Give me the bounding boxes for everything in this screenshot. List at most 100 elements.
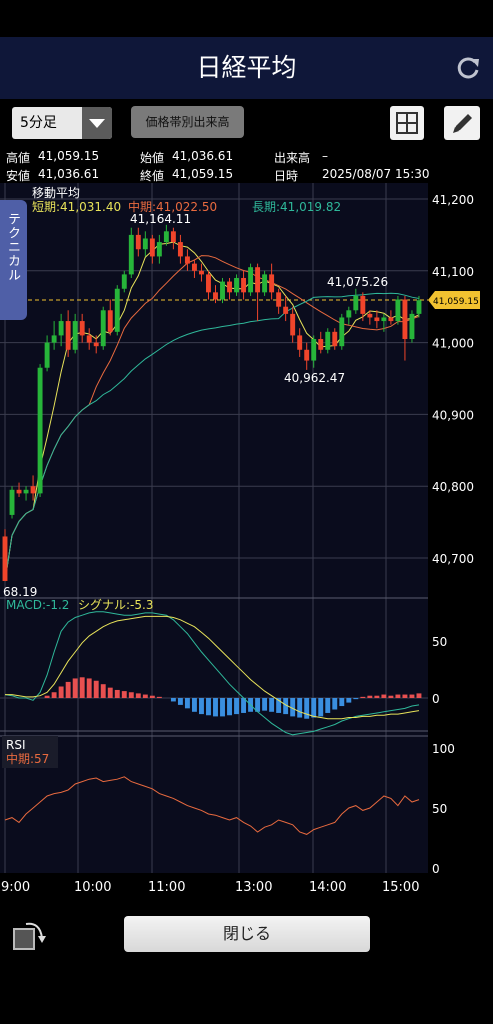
candle-body (79, 321, 85, 336)
rsi-legend-mid: 中期:57 (6, 751, 49, 766)
stock-chart[interactable]: 41,200 41,100 41,000 40,900 40,800 40,700 9:00… (0, 183, 493, 900)
candle-body (339, 317, 345, 347)
candle-body (353, 295, 359, 311)
price-tick-label: 40,700 (432, 552, 474, 566)
rsi-legend-box (2, 736, 58, 768)
macd-hist-bar (142, 694, 148, 698)
volume-value: – (322, 149, 328, 163)
candle-body (255, 267, 261, 293)
macd-hist-bar (86, 678, 92, 698)
macd-hist-bar (395, 694, 401, 698)
candle-body (304, 349, 310, 361)
chart-grid (0, 183, 428, 873)
rsi-panel (4, 776, 420, 835)
candle-body (297, 335, 303, 350)
macd-hist-bar (311, 698, 317, 718)
macd-hist-bar (121, 691, 127, 698)
volume-label: 出来高 (274, 151, 311, 165)
macd-tick-label: 50 (432, 635, 447, 649)
high-value: 41,059.15 (38, 149, 100, 163)
app-header: 日経平均 (0, 37, 493, 99)
macd-hist-bar (44, 695, 50, 698)
grid-layout-icon[interactable] (390, 106, 424, 140)
candle-body (16, 489, 22, 494)
open-label: 始値 (140, 151, 165, 165)
price-tick-label: 40,800 (432, 480, 474, 494)
candle-body (184, 256, 190, 264)
macd-hist-bar (227, 698, 232, 716)
macd-hist-bar (156, 696, 162, 698)
rsi-tick-label: 100 (432, 742, 455, 756)
time-tick-label: 15:00 (382, 880, 419, 895)
ma-legend-title: 移動平均 (32, 186, 80, 200)
chevron-down-icon[interactable] (82, 107, 112, 139)
candle-body (346, 310, 352, 318)
candle-body (227, 281, 232, 293)
macd-hist-bar (339, 698, 345, 707)
datetime-label: 日時 (274, 169, 299, 183)
macd-hist-bar (283, 698, 289, 715)
high-label: 高値 (6, 151, 31, 165)
axis-ticks: 41,200 41,100 41,000 40,900 40,800 40,700 9:00… (1, 193, 474, 895)
candle-body (170, 231, 176, 243)
candle-body (374, 317, 380, 322)
candle-body (156, 242, 162, 257)
macd-hist-bar (170, 698, 176, 702)
candle-body (388, 317, 394, 322)
technical-tab[interactable]: テクニカル (0, 200, 27, 320)
candle-body (234, 277, 239, 293)
macd-hist-bar (276, 698, 282, 713)
last-price-tag: 41,059.15 (428, 291, 480, 309)
macd-hist-bar (234, 698, 239, 715)
candle-body (86, 335, 92, 343)
macd-hist-bar (269, 698, 275, 712)
rotate-icon[interactable] (12, 918, 48, 952)
signal-legend: シグナル:-5.3 (78, 598, 153, 612)
macd-hist-bar (177, 698, 183, 705)
time-tick-label: 9:00 (1, 880, 30, 895)
macd-hist-bar (213, 698, 218, 717)
refresh-icon[interactable] (455, 55, 481, 81)
candle-body (163, 231, 169, 243)
candle-body (269, 274, 275, 293)
macd-hist-bar (402, 694, 408, 698)
candle-body (367, 313, 373, 318)
candle-body (381, 317, 387, 322)
macd-hist-bar (100, 684, 106, 698)
rsi-legend-title: RSI (6, 738, 26, 752)
time-tick-label: 10:00 (74, 880, 111, 895)
candle-body (220, 281, 225, 300)
candle-body (177, 242, 183, 257)
macd-hist-bar (262, 698, 268, 711)
candle-body (213, 292, 218, 300)
macd-hist-bar (416, 693, 422, 698)
macd-hist-bar (199, 698, 204, 715)
candle-body (402, 299, 408, 340)
macd-hist-bar (374, 695, 380, 698)
low-label: 安値 (6, 169, 31, 183)
candle-body (93, 342, 99, 347)
close-value: 41,059.15 (172, 167, 234, 181)
pencil-icon[interactable] (444, 106, 480, 140)
candle-body (37, 367, 43, 494)
close-label: 終値 (140, 169, 165, 183)
rsi-tick-label: 0 (432, 862, 440, 876)
macd-hist-bar (149, 695, 155, 698)
macd-tick-label: 0 (432, 692, 440, 706)
close-button[interactable]: 閉じる (124, 916, 370, 952)
candle-body (44, 342, 50, 368)
candle-body (100, 310, 106, 347)
low-value: 41,036.61 (38, 167, 100, 181)
macd-hist-bar (72, 678, 78, 698)
period-select[interactable]: 5分足 (12, 107, 112, 139)
volume-profile-button[interactable]: 価格帯別出来高 (131, 106, 244, 138)
candle-body (206, 274, 211, 293)
candle-body (290, 313, 296, 336)
ma-long-line (4, 292, 420, 582)
candle-body (30, 486, 36, 494)
open-value: 41,036.61 (172, 149, 234, 163)
macd-hist-bar (304, 698, 310, 719)
candle-body (332, 331, 338, 347)
last-price-label: 41,059.15 (433, 297, 479, 307)
candle-body (191, 263, 197, 271)
